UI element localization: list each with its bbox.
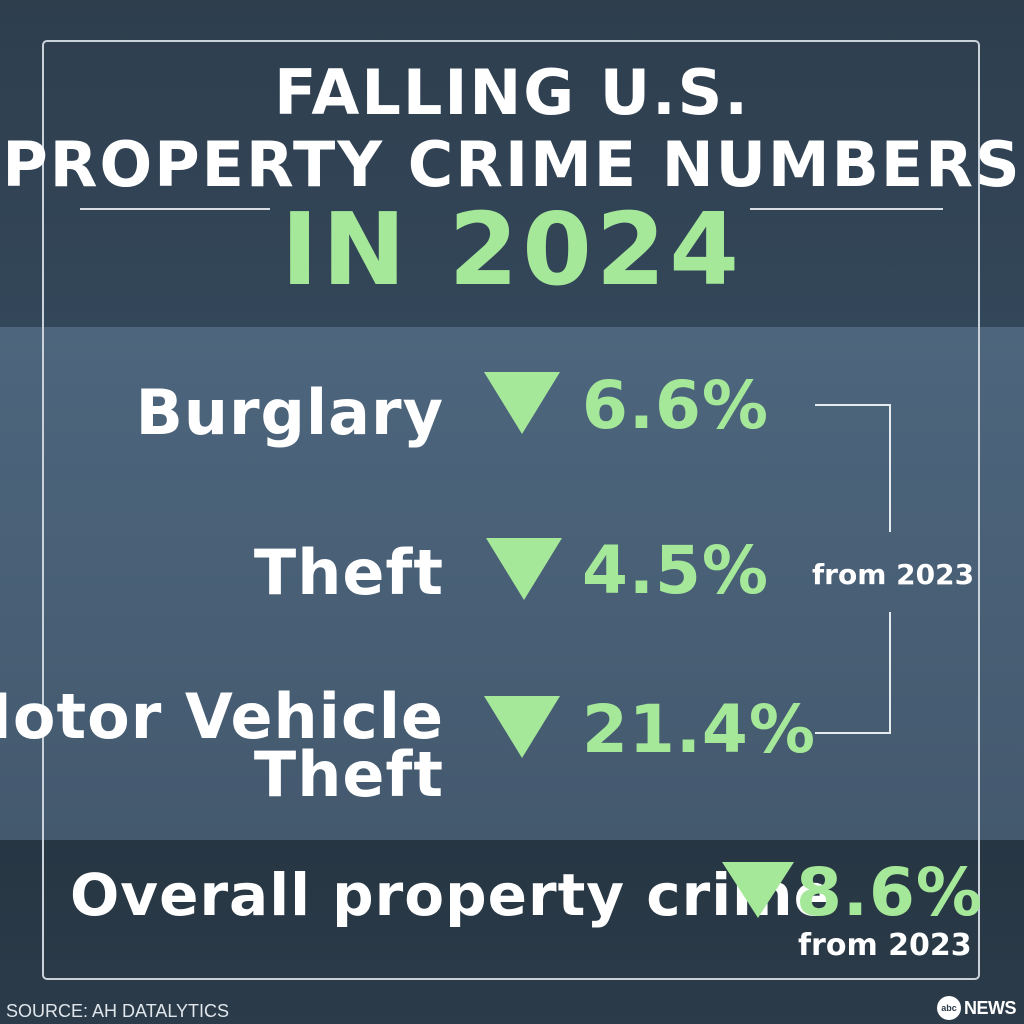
abc-logo-text: NEWS (964, 997, 1017, 1018)
stat-label-burglary: Burglary (135, 376, 444, 449)
outline-frame (42, 40, 980, 980)
stat-label-motor-vehicle-line-1: Motor Vehicle (0, 680, 444, 753)
title-rule-right (750, 208, 943, 210)
source-credit: SOURCE: AH DATALYTICS (6, 1001, 230, 1021)
stat-value-motor-vehicle-theft: 21.4% (582, 691, 816, 768)
title-line-1: FALLING U.S. (274, 56, 750, 129)
stat-value-theft: 4.5% (582, 532, 770, 609)
down-triangle-icon (484, 696, 560, 758)
stat-value-burglary: 6.6% (582, 367, 770, 444)
stat-label-theft: Theft (253, 536, 444, 609)
overall-value: 8.6% (796, 854, 984, 931)
title-line-2: PROPERTY CRIME NUMBERS (2, 128, 1022, 201)
header-band (0, 0, 1024, 327)
stat-label-motor-vehicle-line-2: Theft (253, 738, 444, 811)
title-rule-left (80, 208, 270, 210)
overall-note: from 2023 (798, 928, 972, 963)
title-year: IN 2024 (280, 191, 744, 308)
down-triangle-icon (486, 538, 562, 600)
overall-band (0, 840, 1024, 1024)
overall-label: Overall property crime (70, 861, 834, 929)
down-triangle-icon (722, 862, 794, 918)
bracket-top (815, 404, 891, 532)
abc-news-logo: abc NEWS (937, 996, 1017, 1020)
bracket-label: from 2023 (812, 558, 975, 591)
bracket-bottom (815, 612, 891, 734)
abc-logo-disc: abc (937, 996, 961, 1020)
down-triangle-icon (484, 372, 560, 434)
